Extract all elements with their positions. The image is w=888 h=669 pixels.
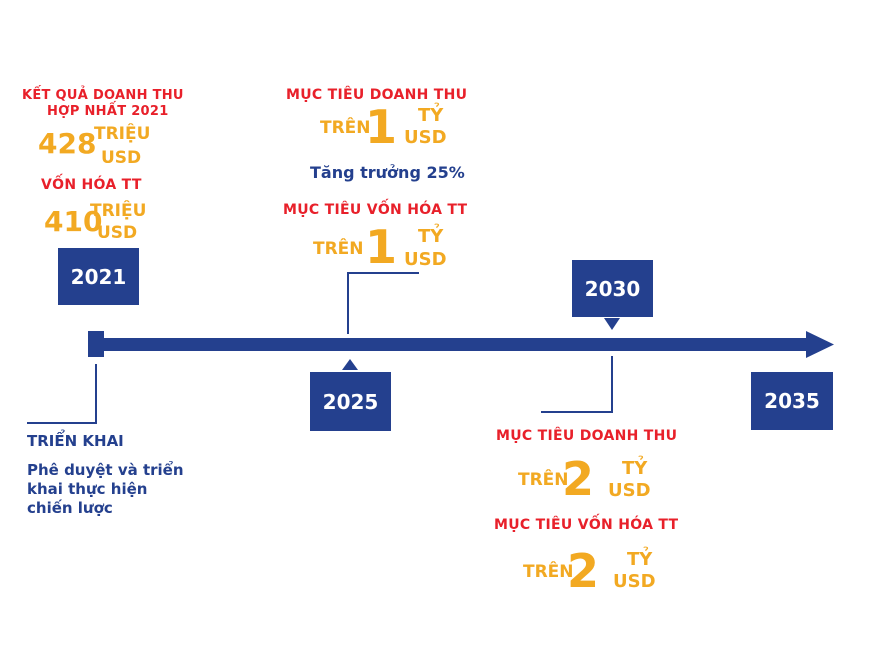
growth-2025: Tăng trưởng 25% bbox=[310, 163, 465, 182]
deploy-desc-line2: khai thực hiện bbox=[27, 480, 148, 498]
rev-2030-value: 2 bbox=[562, 452, 595, 506]
cap-2021-value: 410 bbox=[44, 205, 103, 238]
rev-2025-unit-line2: USD bbox=[404, 127, 447, 148]
deploy-title: TRIỂN KHAI bbox=[27, 432, 124, 450]
rev-2030-prefix: TRÊN bbox=[518, 470, 569, 490]
timeline-axis bbox=[100, 338, 810, 351]
rev-2021-value: 428 bbox=[38, 127, 97, 160]
cap-2030-unit-line2: USD bbox=[613, 571, 656, 592]
rev-2030-title: MỤC TIÊU DOANH THU bbox=[496, 428, 678, 444]
rev-2021-title-line1: KẾT QUẢ DOANH THU bbox=[22, 88, 184, 103]
connector-2025-vertical bbox=[347, 272, 349, 334]
year-box-2021: 2021 bbox=[58, 248, 139, 305]
rev-2030-unit-line1: TỶ bbox=[622, 458, 648, 479]
connector-2021-vertical bbox=[95, 364, 97, 424]
cap-2025-unit-line2: USD bbox=[404, 249, 447, 270]
rev-2025-prefix: TRÊN bbox=[320, 118, 371, 138]
cap-2030-value: 2 bbox=[567, 544, 600, 598]
cap-2030-title: MỤC TIÊU VỐN HÓA TT bbox=[494, 517, 679, 533]
cap-2021-unit-line2: USD bbox=[97, 223, 138, 243]
rev-2025-unit-line1: TỶ bbox=[418, 105, 444, 126]
cap-2025-title: MỤC TIÊU VỐN HÓA TT bbox=[283, 202, 468, 218]
rev-2025-title: MỤC TIÊU DOANH THU bbox=[286, 87, 468, 103]
rev-2021-unit-line1: TRIỆU bbox=[94, 124, 151, 144]
connector-2025-horizontal bbox=[347, 272, 419, 274]
rev-2021-unit-line2: USD bbox=[101, 148, 142, 168]
cap-2021-unit-line1: TRIỆU bbox=[90, 201, 147, 221]
cap-2021-title: VỐN HÓA TT bbox=[41, 177, 142, 193]
cap-2025-unit-line1: TỶ bbox=[418, 226, 444, 247]
rev-2030-unit-line2: USD bbox=[608, 480, 651, 501]
cap-2025-value: 1 bbox=[365, 220, 398, 274]
year-box-2035: 2035 bbox=[751, 372, 833, 430]
rev-2025-value: 1 bbox=[365, 100, 398, 154]
connector-2030-vertical bbox=[611, 356, 613, 413]
rev-2021-title-line2: HỢP NHẤT 2021 bbox=[47, 104, 169, 119]
connector-2021-horizontal bbox=[27, 422, 97, 424]
year-box-2025: 2025 bbox=[310, 372, 391, 431]
connector-2030-horizontal bbox=[541, 411, 613, 413]
pointer-2025 bbox=[342, 359, 358, 370]
deploy-desc-line1: Phê duyệt và triển bbox=[27, 461, 184, 479]
year-box-2030: 2030 bbox=[572, 260, 653, 317]
cap-2030-prefix: TRÊN bbox=[523, 562, 574, 582]
pointer-2030 bbox=[604, 318, 620, 330]
cap-2025-prefix: TRÊN bbox=[313, 239, 364, 259]
deploy-desc-line3: chiến lược bbox=[27, 499, 113, 517]
timeline-arrowhead bbox=[806, 331, 834, 358]
cap-2030-unit-line1: TỶ bbox=[627, 549, 653, 570]
